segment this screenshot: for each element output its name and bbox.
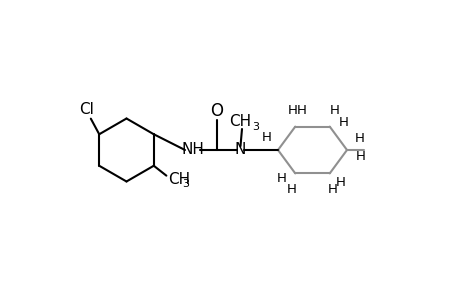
Text: N: N: [234, 142, 246, 158]
Text: H: H: [296, 103, 306, 117]
Text: H: H: [355, 149, 364, 163]
Text: H: H: [330, 103, 339, 117]
Text: H: H: [338, 116, 348, 129]
Text: NH: NH: [181, 142, 203, 158]
Text: 3: 3: [182, 179, 189, 189]
Text: H: H: [354, 132, 364, 145]
Text: O: O: [210, 102, 223, 120]
Text: 3: 3: [252, 122, 258, 132]
Text: H: H: [327, 183, 337, 196]
Text: CH: CH: [168, 172, 190, 187]
Text: Cl: Cl: [79, 102, 94, 117]
Text: H: H: [287, 103, 297, 117]
Text: CH: CH: [229, 114, 251, 129]
Text: H: H: [336, 176, 345, 190]
Text: H: H: [276, 172, 286, 185]
Text: H: H: [286, 183, 296, 196]
Text: H: H: [261, 131, 271, 144]
